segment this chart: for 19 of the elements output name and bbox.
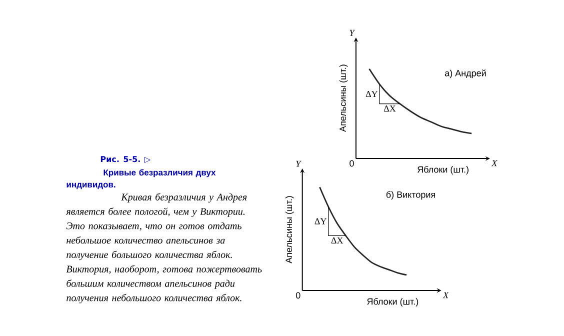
text: Кривая безразличия у Андрея является более пологой, чем у Виктории. Это показывает, что он готов отдать небольшое количество апельсинов за получение большого количества яблок. Виктория, наоборот, готова пожертвовать большим количеством апельсинов ради получения небольшого количества яблок. [66, 193, 262, 304]
annotation: ΔY [366, 91, 378, 97]
x-axis-title: Яблоки (шт.) [367, 298, 418, 306]
text: Y [296, 160, 302, 167]
text: X [491, 160, 498, 166]
text: X [442, 292, 449, 298]
annotation: ΔY [314, 218, 326, 224]
y-axis-title: Апельсины (шт.) [339, 64, 348, 132]
chart-title: б) Виктория [386, 191, 435, 200]
annotation: ΔX [331, 237, 344, 244]
text: Y [350, 30, 356, 36]
y-axis-title: Апельсины (шт.) [285, 196, 294, 264]
annotation: ΔX [384, 106, 396, 112]
text: Кривые безразличия двух индивидов. [66, 169, 216, 190]
text: Рис. 5-5. ▷ [100, 156, 151, 164]
text: 0 [296, 292, 300, 299]
chart-title: а) Андрей [444, 70, 486, 78]
text: 0 [350, 160, 354, 167]
x-axis-title: Яблоки (шт.) [418, 166, 468, 174]
